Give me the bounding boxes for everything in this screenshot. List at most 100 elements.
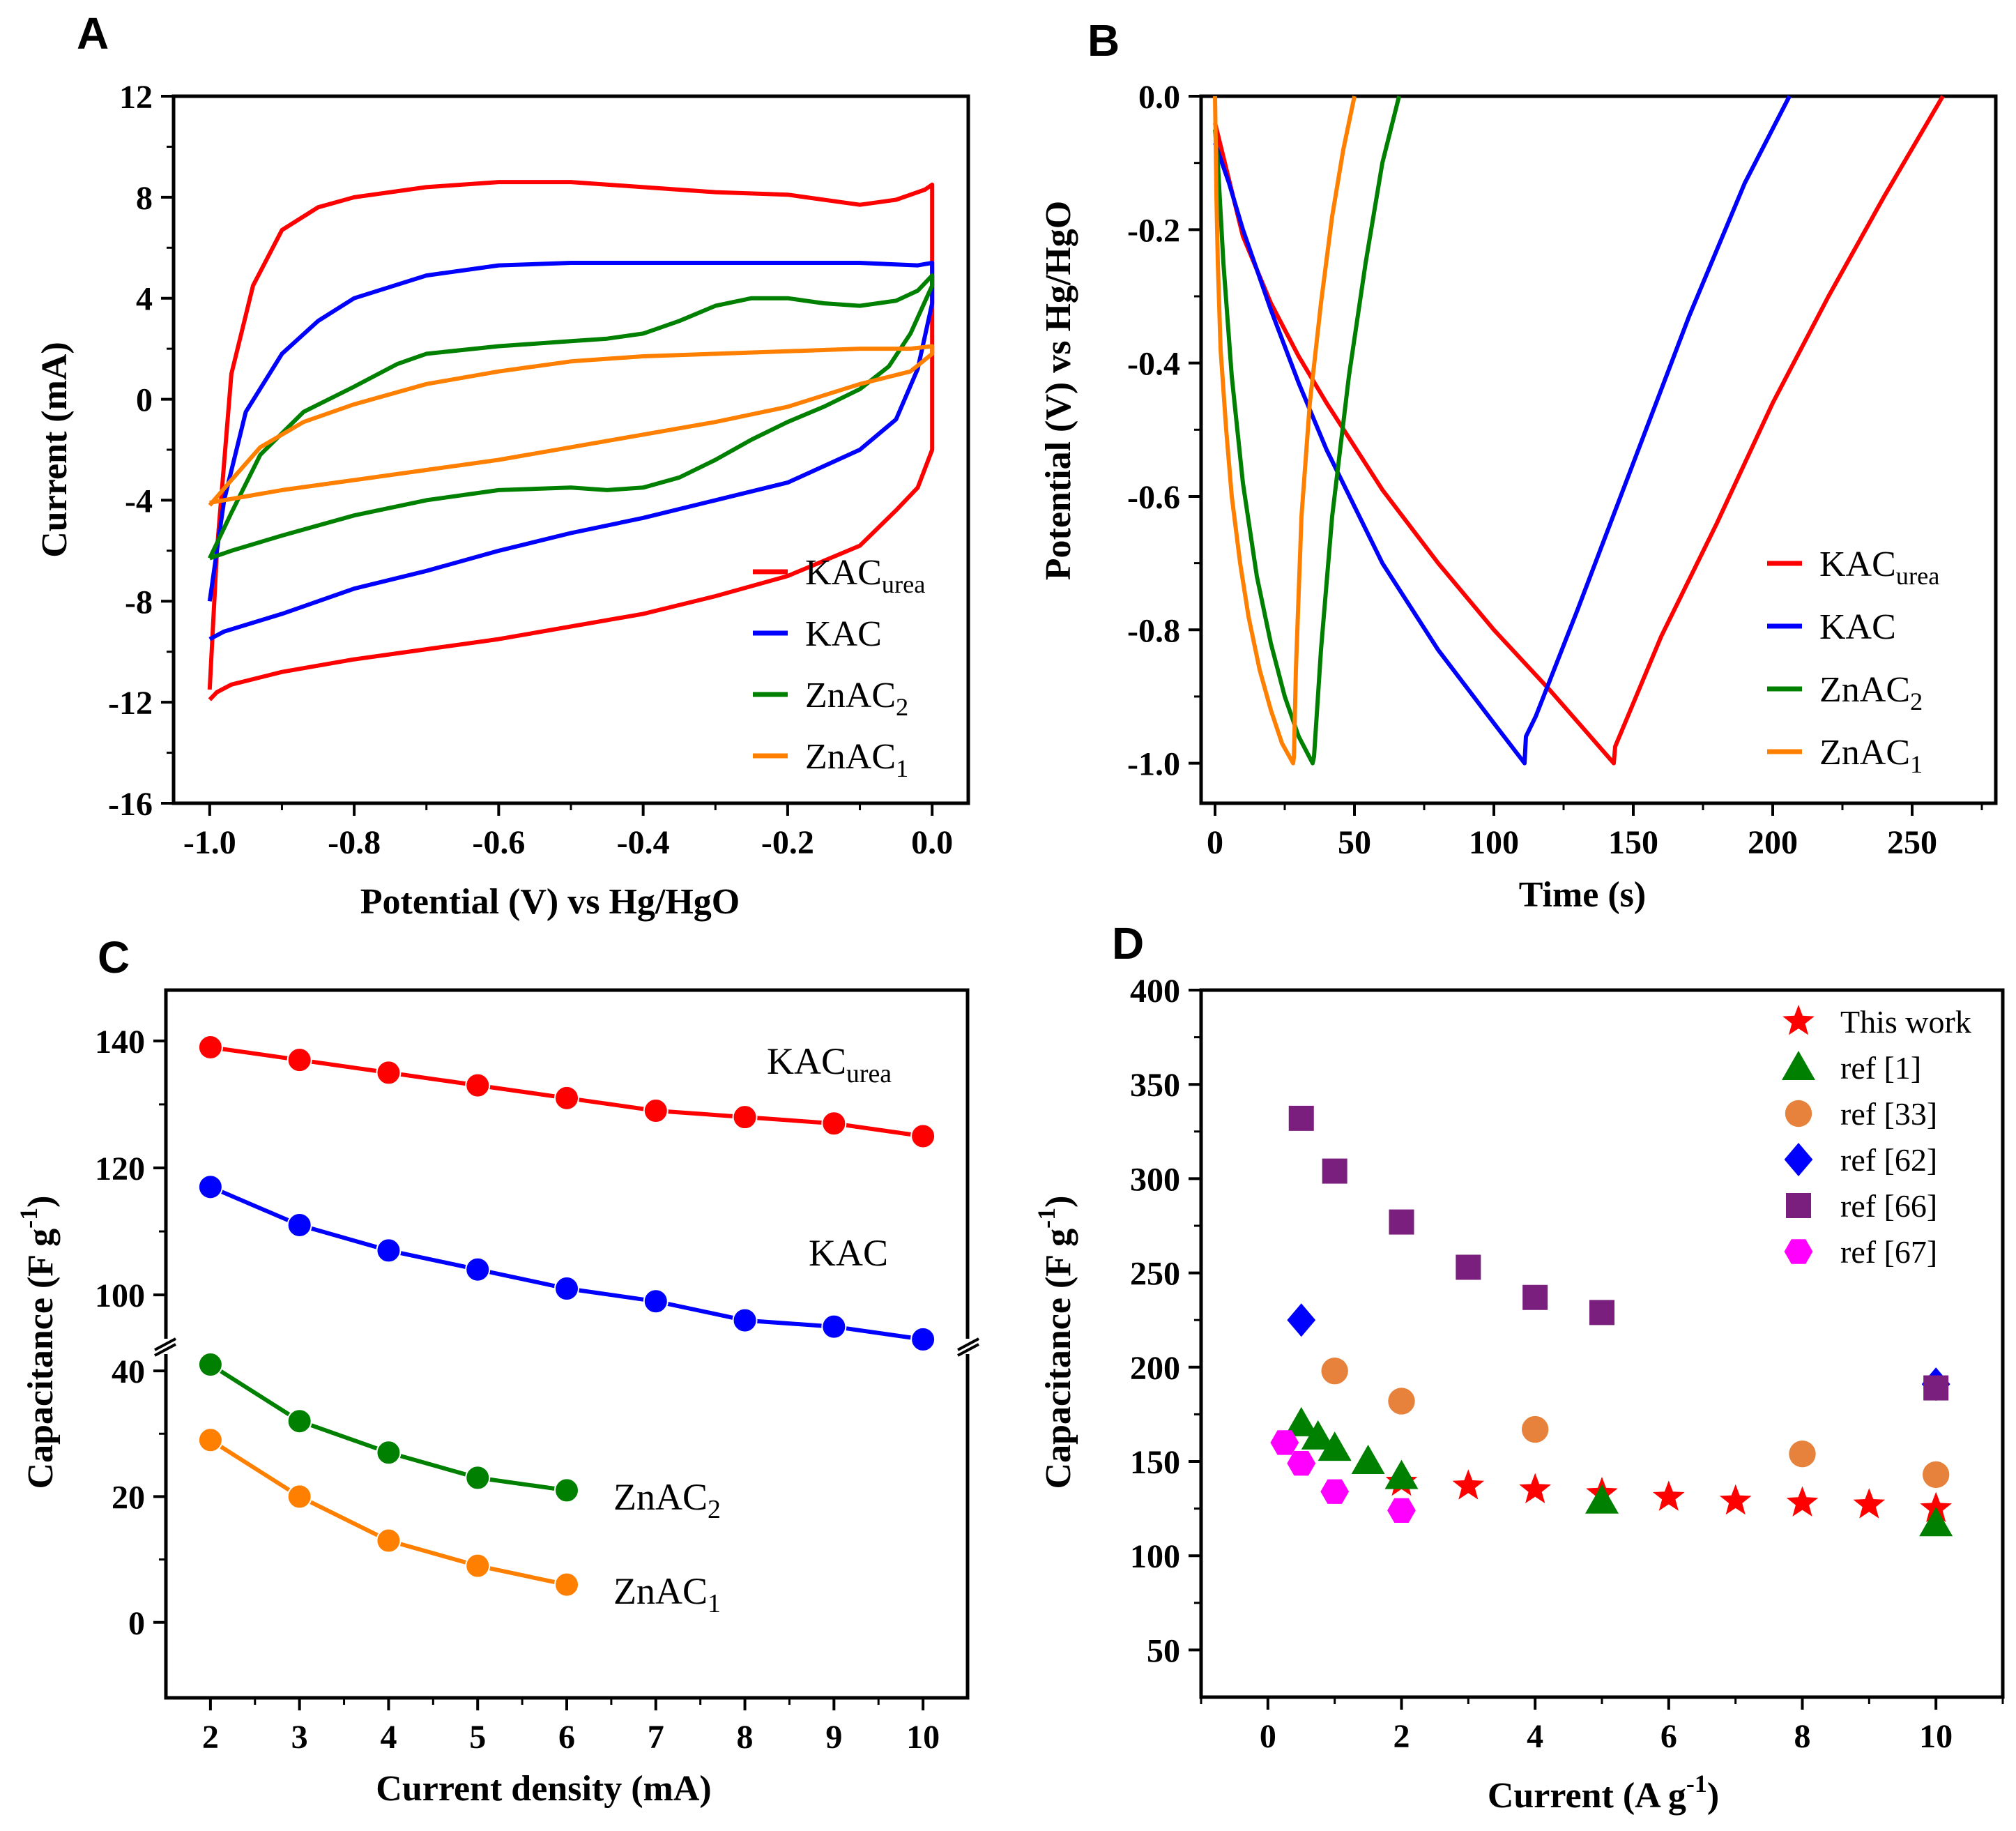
c-xtick-label: 7: [648, 1719, 664, 1756]
a-xtick-label: -0.4: [617, 824, 670, 861]
rate-point-znac1: [287, 1484, 312, 1510]
rate-point-kacurea: [465, 1072, 491, 1098]
y-axis-title-d: Capacitance (F g-1): [1032, 1196, 1078, 1489]
legend-d-marker-this-work: [1782, 1005, 1815, 1035]
legend-d-label-ref-62: ref [62]: [1840, 1142, 1937, 1178]
annotation-c-znac1: ZnAC1: [613, 1570, 721, 1618]
cv-curve-znac2: [208, 273, 935, 561]
legend-d-label-this-work: This work: [1840, 1004, 1971, 1040]
legend-a-label-znac1: ZnAC1: [805, 737, 908, 782]
y-axis-title-b: Potential (V) vs Hg/HgO: [1039, 201, 1078, 581]
b-ytick-label: 0.0: [1138, 79, 1180, 116]
c-xtick-label: 10: [906, 1719, 940, 1756]
rate-point-kacurea: [287, 1047, 312, 1073]
scatter-point-ref-66: [1522, 1284, 1548, 1310]
series-group-a: [207, 180, 935, 701]
c-ytick-label: 120: [95, 1150, 145, 1187]
legend-a: KACurea KAC ZnAC2 ZnAC1: [753, 553, 925, 782]
scatter-point-ref-66: [1322, 1158, 1347, 1184]
series-group-d: [1270, 1105, 1953, 1537]
rate-point-znac2: [465, 1465, 491, 1491]
d-ytick-label: 300: [1130, 1161, 1180, 1198]
scatter-point-ref-66: [1589, 1300, 1614, 1325]
plot-frame-b: [1199, 94, 1998, 805]
rate-point-znac2: [197, 1352, 223, 1378]
rate-point-kacurea: [821, 1111, 847, 1137]
scatter-point-ref-67: [1320, 1479, 1350, 1504]
c-ytick-label: 20: [112, 1479, 145, 1516]
b-xtick-label: 150: [1608, 824, 1658, 861]
gcd-curve-kac: [1213, 95, 1792, 766]
x-axis-title-b: Time (s): [1519, 875, 1646, 915]
rate-point-kac: [197, 1174, 223, 1200]
y-axis-title-a: Current (mA): [35, 342, 75, 558]
rate-point-znac2: [554, 1477, 579, 1503]
rate-point-kacurea: [554, 1085, 579, 1111]
panel-b: 0 50 100 150 200 250 -1.0 -0.8 -0.6 -0.4 -0.2 0.0 T…: [1039, 79, 1998, 915]
scatter-point-this-work: [1653, 1480, 1685, 1511]
legend-d-label-ref-66: ref [66]: [1840, 1188, 1937, 1224]
scatter-point-ref-67: [1287, 1451, 1316, 1476]
b-xtick-label: 50: [1338, 824, 1371, 861]
x-axis-title-d: Current (A g-1): [1488, 1770, 1719, 1816]
scatter-point-this-work: [1786, 1486, 1819, 1517]
legend-a-label-kacurea: KACurea: [805, 553, 925, 598]
rate-point-znac2: [376, 1440, 402, 1466]
a-ytick-label: 4: [136, 281, 153, 318]
scatter-point-ref-67: [1270, 1430, 1299, 1455]
panel-label-a: A: [77, 8, 109, 59]
legend-d-label-ref-1: ref [1]: [1840, 1050, 1921, 1086]
a-xtick-label: -0.8: [328, 824, 381, 861]
legend-b-label-kac: KAC: [1819, 607, 1896, 647]
d-ytick-label: 200: [1130, 1350, 1180, 1387]
series-group-b: [1213, 95, 1945, 766]
scatter-point-ref-62: [1287, 1303, 1316, 1337]
panel-a: -1.0 -0.8 -0.6 -0.4 -0.2 0.0 -16 -12 -8 -4 0 4 8 12 P…: [35, 79, 970, 922]
d-xtick-label: 8: [1794, 1718, 1811, 1755]
scatter-point-ref-1: [1351, 1445, 1385, 1474]
legend-b-label-znac1: ZnAC1: [1819, 733, 1923, 778]
scatter-point-ref-1: [1585, 1484, 1619, 1514]
rate-point-kac: [732, 1307, 758, 1333]
a-ytick-label: -12: [108, 685, 153, 722]
b-ytick-label: -1.0: [1127, 746, 1180, 783]
d-ytick-label: 50: [1147, 1632, 1180, 1669]
x-axis-title-a: Potential (V) vs Hg/HgO: [360, 882, 740, 922]
d-xtick-label: 0: [1260, 1718, 1276, 1755]
rate-point-kacurea: [910, 1123, 936, 1149]
scatter-point-ref-1: [1384, 1459, 1419, 1489]
a-ytick-label: 12: [119, 79, 153, 116]
legend-a-label-znac2: ZnAC2: [805, 676, 908, 721]
legend-d-marker-ref-67: [1784, 1239, 1813, 1264]
legend-a-label-kac: KAC: [805, 614, 882, 654]
a-xtick-label: -0.6: [472, 824, 525, 861]
c-xtick-label: 8: [737, 1719, 754, 1756]
scatter-point-ref-1: [1284, 1406, 1318, 1436]
rate-point-znac1: [376, 1528, 402, 1553]
annotation-c-znac2: ZnAC2: [613, 1476, 721, 1524]
rate-point-kac: [821, 1314, 847, 1339]
a-ytick-label: 8: [136, 180, 153, 217]
b-xtick-label: 250: [1887, 824, 1937, 861]
a-xtick-label: 0.0: [911, 824, 953, 861]
a-xtick-label: -1.0: [183, 824, 236, 861]
a-ytick-label: 0: [136, 382, 153, 419]
annotation-c-kacurea: KACurea: [767, 1040, 892, 1088]
legend-d-marker-ref-66: [1786, 1193, 1811, 1218]
rate-point-znac1: [465, 1553, 491, 1579]
c-xtick-label: 6: [558, 1719, 575, 1756]
d-xtick-label: 6: [1660, 1718, 1677, 1755]
a-ytick-label: -8: [125, 584, 153, 621]
d-ytick-label: 350: [1130, 1067, 1180, 1104]
c-xtick-label: 2: [202, 1719, 219, 1756]
rate-point-kac: [910, 1326, 936, 1352]
panel-label-c: C: [98, 932, 130, 982]
scatter-point-this-work: [1519, 1473, 1551, 1503]
panel-label-d: D: [1112, 918, 1144, 968]
legend-d-label-ref-33: ref [33]: [1840, 1096, 1937, 1132]
series-group-c: [197, 1034, 936, 1597]
x-axis-title-c: Current density (mA): [376, 1769, 711, 1809]
